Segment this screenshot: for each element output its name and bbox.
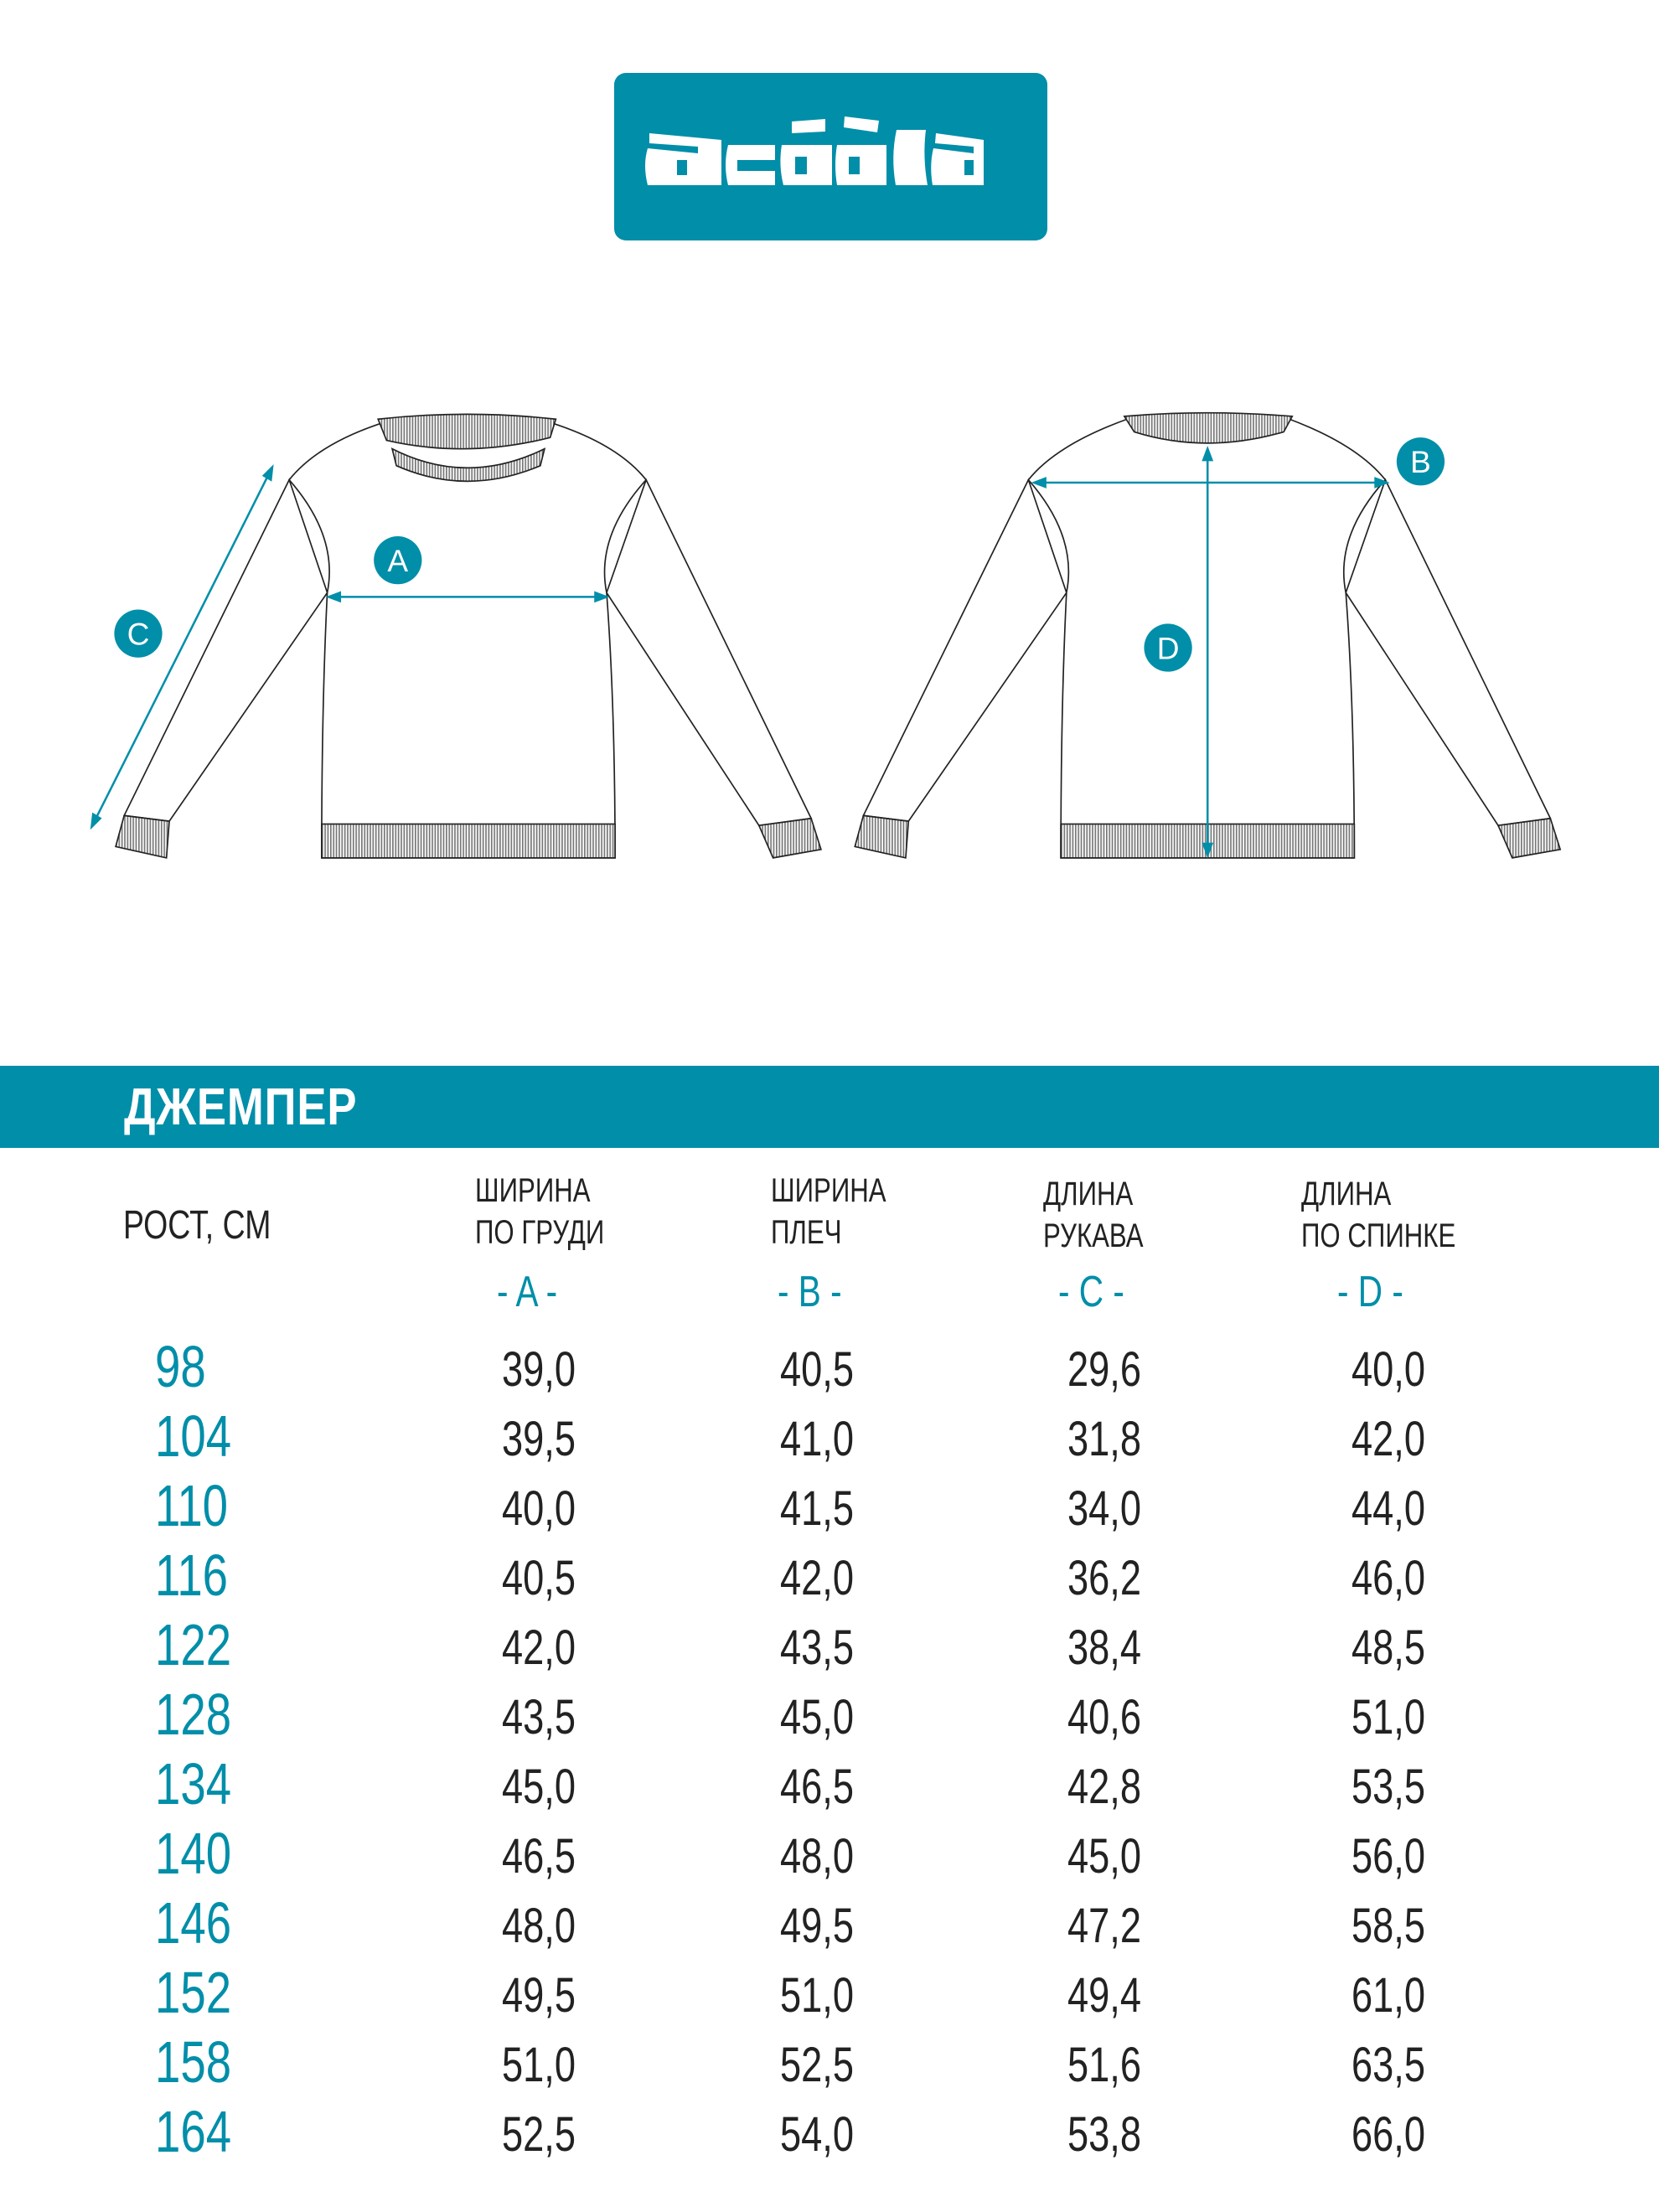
front-sweater [115, 413, 822, 859]
size-value: 98 [155, 1334, 206, 1399]
svg-text:A: A [387, 543, 408, 578]
column-letter-d: - D - [1337, 1268, 1403, 1316]
column-header-d: ДЛИНА ПО СПИНКЕ [1301, 1173, 1455, 1257]
measurement-cell: 61,0 [1351, 1968, 1426, 2023]
size-value: 140 [155, 1821, 232, 1886]
measurement-cell: 51,0 [779, 1968, 855, 2023]
column-header-a: ШИРИНА ПО ГРУДИ [475, 1170, 604, 1253]
header-line: ШИРИНА [475, 1172, 591, 1209]
header-line: ПО СПИНКЕ [1301, 1217, 1456, 1254]
measurement-cell: 53,8 [1067, 2107, 1142, 2162]
size-value: 146 [155, 1890, 232, 1956]
garment-diagram: A C B D [90, 411, 1562, 859]
size-value: 134 [155, 1751, 232, 1817]
measurement-cell: 66,0 [1351, 2107, 1426, 2162]
measurement-cell: 46,5 [501, 1829, 576, 1884]
svg-text:C: C [127, 617, 150, 652]
measurement-cell: 43,5 [779, 1620, 855, 1675]
measurement-cell: 52,5 [501, 2107, 576, 2162]
measurement-cell: 48,0 [501, 1899, 576, 1953]
svg-text:B: B [1410, 444, 1431, 479]
label-a-badge: A [374, 536, 422, 585]
measurement-cell: 49,5 [779, 1899, 855, 1953]
measurement-cell: 47,2 [1067, 1899, 1142, 1953]
measurement-cell: 42,8 [1067, 1760, 1142, 1814]
column-header-b: ШИРИНА ПЛЕЧ [771, 1170, 886, 1253]
measurement-cell: 44,0 [1351, 1481, 1426, 1536]
measurement-cell: 58,5 [1351, 1899, 1426, 1953]
measurement-cell: 38,4 [1067, 1620, 1142, 1675]
header-line: ПЛЕЧ [771, 1214, 842, 1251]
title-band [0, 1066, 1659, 1148]
size-value: 152 [155, 1960, 232, 2025]
measurement-cell: 48,5 [1351, 1620, 1426, 1675]
measurement-cell: 42,0 [779, 1551, 855, 1605]
measurement-cell: 45,0 [1067, 1829, 1142, 1884]
header-line: ШИРИНА [771, 1172, 886, 1209]
size-value: 158 [155, 2029, 232, 2095]
header-line: ДЛИНА [1043, 1176, 1134, 1212]
measurement-cell: 51,6 [1067, 2038, 1142, 2092]
measurement-cell: 49,4 [1067, 1968, 1142, 2023]
logo-wordmark [645, 116, 984, 185]
header-line: РУКАВА [1043, 1217, 1144, 1254]
height-column-header: РОСТ, СМ [123, 1203, 271, 1248]
measurement-cell: 41,0 [779, 1412, 855, 1466]
size-value: 104 [155, 1403, 232, 1469]
measurement-cell: 49,5 [501, 1968, 576, 2023]
measurement-cell: 40,5 [501, 1551, 576, 1605]
brand-logo [614, 73, 1047, 240]
measurement-cell: 53,5 [1351, 1760, 1426, 1814]
measure-c-arrow [95, 475, 270, 819]
size-value: 110 [155, 1473, 229, 1538]
measurement-cell: 46,0 [1351, 1551, 1426, 1605]
header-line: ПО ГРУДИ [475, 1214, 605, 1251]
measurement-cell: 31,8 [1067, 1412, 1142, 1466]
label-c-badge: C [114, 609, 163, 658]
measurement-cell: 45,0 [779, 1690, 855, 1744]
size-value: 116 [155, 1543, 229, 1608]
measurement-cell: 43,5 [501, 1690, 576, 1744]
size-value: 128 [155, 1682, 232, 1747]
measurement-cell: 56,0 [1351, 1829, 1426, 1884]
measurement-cell: 51,0 [1351, 1690, 1426, 1744]
column-letter-b: - B - [778, 1268, 842, 1316]
measurement-cell: 40,6 [1067, 1690, 1142, 1744]
measurement-cell: 52,5 [779, 2038, 855, 2092]
measurement-cell: 40,0 [501, 1481, 576, 1536]
measurement-cell: 36,2 [1067, 1551, 1142, 1605]
measurement-cell: 34,0 [1067, 1481, 1142, 1536]
measurement-cell: 40,5 [779, 1342, 855, 1397]
column-letter-a: - A - [497, 1268, 558, 1316]
column-letter-c: - C - [1058, 1268, 1124, 1316]
header-line: ДЛИНА [1301, 1176, 1392, 1212]
product-title: ДЖЕМПЕР [124, 1078, 358, 1136]
measurement-cell: 51,0 [501, 2038, 576, 2092]
size-value: 122 [155, 1612, 232, 1677]
measurement-cell: 29,6 [1067, 1342, 1142, 1397]
measurement-cell: 41,5 [779, 1481, 855, 1536]
label-d-badge: D [1144, 623, 1192, 672]
measurement-cell: 54,0 [779, 2107, 855, 2162]
measurement-cell: 46,5 [779, 1760, 855, 1814]
measurement-cell: 42,0 [501, 1620, 576, 1675]
measurement-cell: 63,5 [1351, 2038, 1426, 2092]
measurement-cell: 48,0 [779, 1829, 855, 1884]
measurement-cell: 42,0 [1351, 1412, 1426, 1466]
measurement-cell: 39,5 [501, 1412, 576, 1466]
label-b-badge: B [1396, 437, 1445, 486]
measurement-cell: 45,0 [501, 1760, 576, 1814]
size-value: 164 [155, 2099, 232, 2164]
column-header-c: ДЛИНА РУКАВА [1043, 1173, 1144, 1257]
measurement-cell: 39,0 [501, 1342, 576, 1397]
svg-text:D: D [1157, 630, 1180, 665]
measurement-cell: 40,0 [1351, 1342, 1426, 1397]
